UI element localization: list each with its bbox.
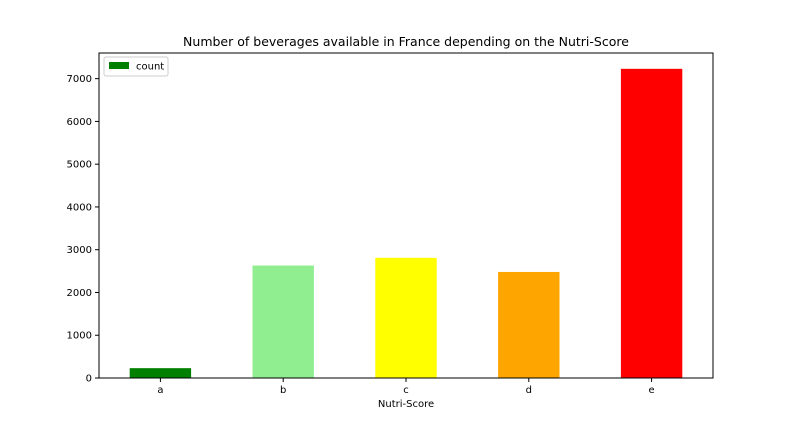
x-tick-label: d [526, 385, 532, 396]
y-tick-label: 4000 [67, 202, 92, 213]
y-tick-label: 6000 [67, 117, 92, 128]
y-tick-label: 7000 [67, 74, 92, 85]
legend-box [103, 56, 169, 77]
x-axis: a b c d e [157, 378, 655, 396]
bar-e [620, 68, 683, 379]
chart-title: Number of beverages available in France … [183, 34, 629, 49]
legend-label: count [136, 62, 164, 73]
y-tick-label: 3000 [67, 245, 92, 256]
bar-d [498, 271, 560, 378]
x-axis-label: Nutri-Score [378, 399, 434, 410]
x-tick-label: c [403, 385, 409, 396]
bar-b [252, 265, 314, 378]
x-tick-label: a [157, 385, 163, 396]
y-tick-label: 5000 [67, 160, 92, 171]
y-tick-label: 0 [86, 374, 92, 385]
legend: count [103, 56, 169, 77]
y-tick-label: 1000 [67, 331, 92, 342]
y-axis: 0 1000 2000 3000 4000 5000 6000 7000 [67, 74, 99, 385]
bars-group [129, 68, 683, 379]
bar-a [129, 368, 192, 378]
x-tick-label: e [649, 385, 655, 396]
legend-swatch [109, 62, 129, 69]
x-tick-label: b [280, 385, 286, 396]
y-tick-label: 2000 [67, 288, 92, 299]
bar-c [375, 257, 437, 378]
plot-area-frame [98, 52, 714, 379]
